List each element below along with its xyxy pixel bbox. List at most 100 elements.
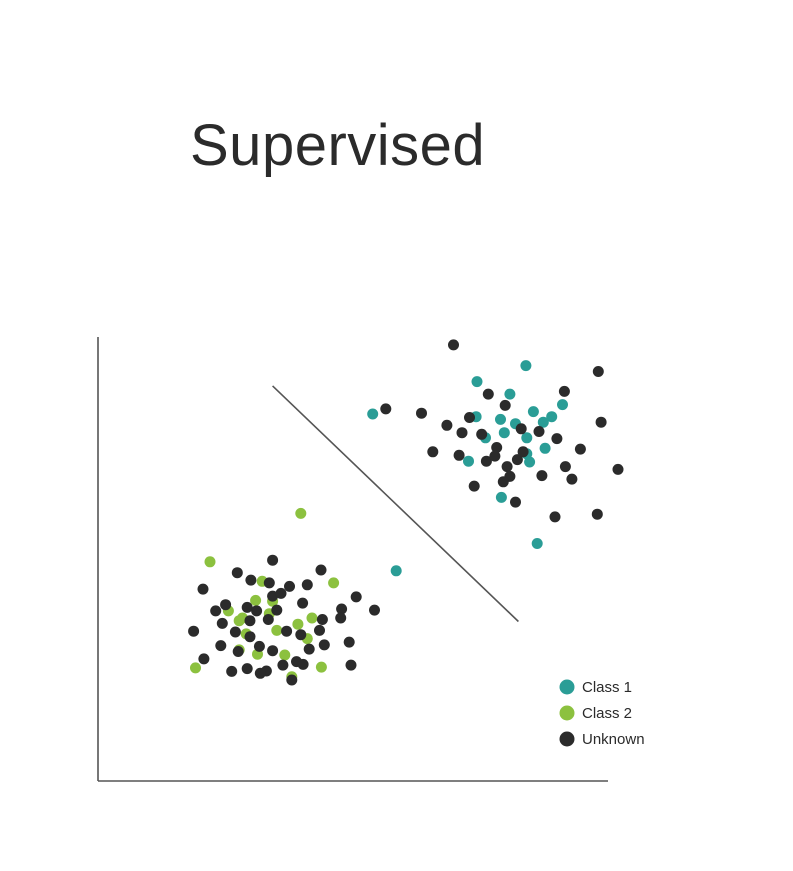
unknown-point [566,473,578,485]
unknown-point [476,428,488,440]
class1-point [390,565,402,577]
class1-point [524,456,536,468]
unknown-point [188,625,200,637]
class2-point [190,662,201,674]
unknown-point [267,645,279,657]
unknown-point [551,433,563,445]
page-title: Supervised [190,113,486,178]
unknown-point [453,449,465,461]
unknown-point [448,339,459,351]
unknown-point [245,574,257,586]
class1-point [557,399,568,411]
unknown-point [533,426,545,437]
class2-point [271,624,283,636]
unknown-point [482,388,494,400]
unknown-point [559,461,571,473]
class1-point [495,413,506,425]
unknown-point [499,399,511,411]
legend-label-class1: Class 1 [582,679,632,696]
unknown-point [216,617,228,629]
class1-point [539,442,551,454]
class1-point [520,360,532,372]
unknown-point [612,463,624,475]
unknown-point [275,587,287,599]
class2-point [292,618,304,630]
class1-point [367,408,379,420]
data-points [188,339,624,686]
legend-label-class2: Class 2 [582,705,632,722]
class2-point [328,577,340,589]
unknown-point [303,643,315,655]
unknown-point [350,591,362,603]
unknown-point [427,446,439,458]
class1-point [495,491,507,503]
axes [97,337,608,782]
unknown-point [369,604,380,616]
unknown-point [251,605,263,617]
unknown-point [456,427,468,439]
unknown-point [244,631,256,643]
unknown-point [241,663,253,675]
unknown-point [297,597,309,609]
unknown-point [491,442,503,453]
unknown-point [497,476,509,488]
legend-swatch-class1 [559,679,575,695]
unknown-point [592,366,604,377]
unknown-point [315,564,327,576]
unknown-point [501,461,513,473]
unknown-point [511,454,523,466]
unknown-point [549,511,561,523]
unknown-point [517,446,529,458]
unknown-point [468,480,480,492]
unknown-point [316,614,328,625]
unknown-point [591,508,603,520]
unknown-point [254,667,266,679]
unknown-point [297,658,309,670]
unknown-point [595,416,607,428]
unknown-point [335,612,347,624]
unknown-point [271,604,283,616]
unknown-point [536,470,548,482]
class2-point [204,556,216,568]
class1-point [498,427,510,439]
unknown-point [343,636,355,648]
unknown-point [232,646,244,657]
unknown-point [574,443,586,455]
class1-point [471,376,483,388]
unknown-point [198,653,210,665]
class2-point [295,507,307,519]
unknown-point [281,625,293,637]
unknown-point [226,665,238,677]
legend-label-unknown: Unknown [582,731,645,748]
unknown-point [441,419,453,431]
unknown-point [215,640,227,652]
unknown-point [229,626,241,638]
class2-point [279,649,291,661]
unknown-point [558,385,570,397]
unknown-point [318,639,330,651]
class2-point [250,594,262,606]
legend: Class 1 Class 2 Unknown [559,679,645,748]
unknown-point [336,603,348,615]
decision-boundary-line [272,385,519,623]
unknown-point [241,601,253,613]
unknown-point [277,659,289,671]
unknown-point [295,629,307,641]
unknown-point [301,579,313,591]
unknown-point [231,567,243,579]
unknown-point [267,590,279,602]
unknown-point [416,407,427,419]
unknown-point [267,554,279,566]
legend-swatch-unknown [559,731,575,747]
class2-point [306,612,318,624]
unknown-point [314,624,325,636]
legend-swatch-class2 [559,705,575,721]
class1-point [537,416,549,428]
class2-point [315,661,327,673]
unknown-point [464,412,475,423]
unknown-point [515,423,527,435]
unknown-point [262,614,274,625]
unknown-point [244,615,256,627]
unknown-point [284,580,295,592]
